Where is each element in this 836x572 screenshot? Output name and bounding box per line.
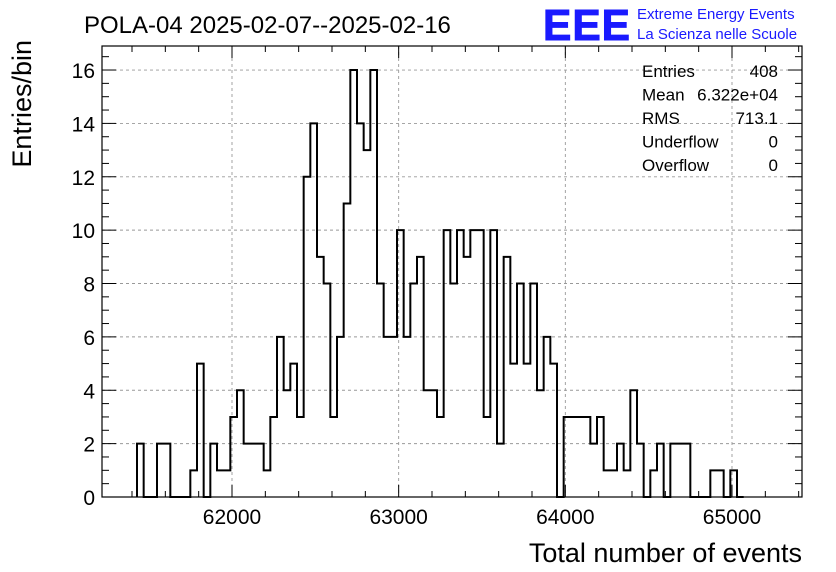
histogram-bin [390, 337, 397, 497]
histogram-bin [677, 444, 684, 497]
x-axis-label: Total number of events [529, 538, 802, 568]
histogram-bin [624, 470, 631, 497]
histogram-bin [317, 257, 324, 497]
eee-logo-mark: EEE [543, 1, 631, 50]
histogram-outline [136, 69, 744, 498]
histogram-bin [404, 337, 411, 497]
stats-label: Entries [642, 62, 695, 81]
histogram-bin [484, 417, 491, 497]
histogram-bin [217, 470, 224, 497]
eee-logo: EEE Extreme Energy Events La Scienza nel… [543, 1, 798, 51]
histogram-bin [357, 123, 364, 497]
stats-box: Entries 408 Mean 6.322e+04 RMS 713.1 Underflow… [642, 62, 778, 175]
y-tick-label: 10 [72, 220, 95, 243]
histogram-bin [510, 364, 517, 497]
stats-label: RMS [642, 109, 680, 128]
y-tick-label: 0 [83, 487, 95, 510]
grid-lines [102, 46, 802, 497]
histogram-bin [364, 150, 371, 497]
histogram-bin [384, 337, 391, 497]
histogram-bin [464, 257, 471, 497]
histogram-bin [610, 470, 617, 497]
plot-frame [101, 45, 803, 498]
x-tick-label: 63000 [369, 506, 427, 529]
stats-value: 0 [769, 156, 778, 175]
y-tick-label: 2 [83, 434, 95, 457]
histogram-bin [590, 444, 597, 497]
stats-value: 0 [769, 133, 778, 152]
y-tick-label: 6 [83, 327, 95, 350]
x-tick-label: 64000 [536, 506, 594, 529]
histogram-bin [604, 470, 611, 497]
histogram-bin [437, 417, 444, 497]
histogram-bin [497, 444, 504, 497]
histogram-bin [224, 470, 231, 497]
y-tick-label: 12 [72, 167, 95, 190]
histogram-bin [577, 417, 584, 497]
histogram-bin [297, 417, 304, 497]
stats-value: 713.1 [735, 109, 778, 128]
eee-logo-line2: La Scienza nelle Scuole [637, 26, 797, 43]
histogram-bin [570, 417, 577, 497]
x-tick-label: 65000 [703, 506, 761, 529]
stats-value: 408 [750, 62, 778, 81]
histogram-bin [250, 444, 257, 497]
y-tick-label: 8 [83, 274, 95, 297]
histogram-bin [244, 444, 251, 497]
stats-label: Mean [642, 86, 685, 105]
stats-value: 6.322e+04 [697, 86, 778, 105]
histogram-bin [524, 364, 531, 497]
axis-ticks: 62000 63000 64000 65000 0 2 4 6 8 10 12 14 16 [72, 46, 802, 529]
y-tick-label: 16 [72, 60, 95, 83]
histogram-bin [330, 417, 337, 497]
x-tick-label: 62000 [203, 506, 261, 529]
stats-label: Overflow [642, 156, 710, 175]
histogram-bin [264, 470, 271, 497]
stats-label: Underflow [642, 133, 719, 152]
chart-title: POLA-04 2025-02-07--2025-02-16 [84, 12, 451, 39]
histogram-bin [470, 230, 477, 497]
eee-logo-line1: Extreme Energy Events [637, 6, 795, 23]
y-axis-label: Entries/bin [7, 40, 37, 168]
y-tick-label: 4 [83, 380, 95, 403]
y-tick-label: 14 [72, 113, 96, 136]
